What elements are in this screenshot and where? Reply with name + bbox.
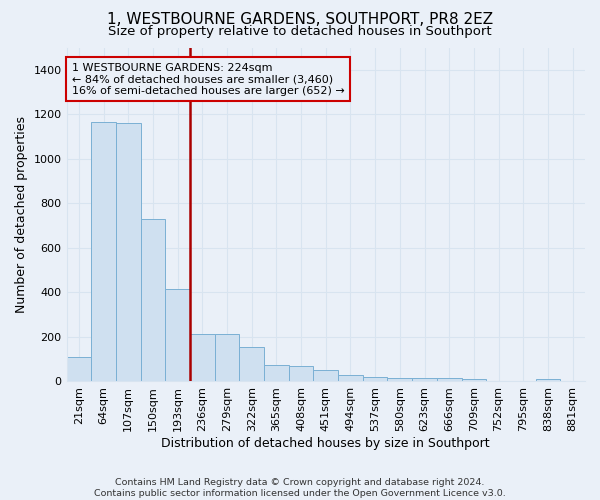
Bar bbox=[165, 289, 190, 382]
Bar bbox=[338, 375, 363, 382]
Bar bbox=[215, 334, 239, 382]
Bar bbox=[536, 378, 560, 382]
Bar bbox=[140, 219, 165, 382]
Text: Contains HM Land Registry data © Crown copyright and database right 2024.
Contai: Contains HM Land Registry data © Crown c… bbox=[94, 478, 506, 498]
Bar bbox=[67, 357, 91, 382]
Text: Size of property relative to detached houses in Southport: Size of property relative to detached ho… bbox=[108, 25, 492, 38]
Bar bbox=[461, 378, 486, 382]
Bar bbox=[239, 347, 264, 382]
Bar bbox=[289, 366, 313, 382]
Text: 1, WESTBOURNE GARDENS, SOUTHPORT, PR8 2EZ: 1, WESTBOURNE GARDENS, SOUTHPORT, PR8 2E… bbox=[107, 12, 493, 28]
Bar bbox=[313, 370, 338, 382]
Bar bbox=[363, 377, 388, 382]
Bar bbox=[412, 378, 437, 382]
Bar bbox=[437, 378, 461, 382]
Bar bbox=[264, 365, 289, 382]
Text: 1 WESTBOURNE GARDENS: 224sqm
← 84% of detached houses are smaller (3,460)
16% of: 1 WESTBOURNE GARDENS: 224sqm ← 84% of de… bbox=[72, 62, 344, 96]
X-axis label: Distribution of detached houses by size in Southport: Distribution of detached houses by size … bbox=[161, 437, 490, 450]
Bar bbox=[116, 123, 140, 382]
Bar bbox=[388, 378, 412, 382]
Y-axis label: Number of detached properties: Number of detached properties bbox=[15, 116, 28, 313]
Bar bbox=[190, 334, 215, 382]
Bar bbox=[91, 122, 116, 382]
